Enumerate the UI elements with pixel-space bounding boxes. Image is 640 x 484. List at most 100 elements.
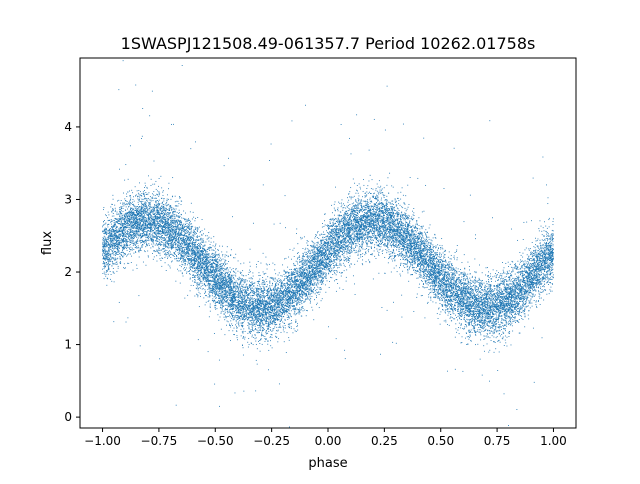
data-point — [114, 204, 116, 206]
data-point — [141, 218, 143, 220]
data-point — [241, 280, 243, 282]
data-point — [394, 234, 396, 236]
data-point — [366, 248, 367, 249]
data-point — [463, 290, 465, 292]
data-point — [434, 253, 436, 255]
data-point — [181, 263, 183, 265]
data-point — [502, 327, 504, 329]
data-point — [403, 218, 405, 220]
data-point — [521, 267, 523, 269]
data-point — [167, 219, 169, 221]
data-point — [296, 279, 298, 281]
data-point — [373, 203, 375, 205]
data-point — [140, 235, 142, 237]
data-point — [197, 287, 199, 289]
data-point — [527, 279, 528, 281]
data-point — [505, 321, 507, 323]
data-point — [359, 217, 360, 219]
data-point — [124, 204, 126, 206]
data-point — [462, 305, 464, 307]
data-point — [362, 223, 364, 225]
data-point — [326, 265, 328, 267]
data-point — [130, 239, 132, 241]
data-point — [216, 293, 218, 295]
data-point — [134, 242, 136, 244]
data-point — [428, 269, 430, 271]
data-point — [173, 237, 175, 239]
data-point — [451, 308, 453, 310]
data-point — [196, 269, 198, 271]
data-point — [268, 308, 269, 310]
data-point — [509, 312, 511, 313]
data-point — [128, 224, 130, 226]
data-point — [144, 190, 146, 191]
data-point — [185, 267, 187, 269]
data-point — [204, 293, 206, 294]
data-point — [131, 213, 133, 214]
data-point — [417, 235, 418, 237]
data-point — [201, 258, 203, 260]
data-point — [263, 290, 265, 291]
data-point — [107, 261, 109, 262]
data-point — [267, 317, 269, 319]
data-point — [289, 306, 291, 308]
data-point — [403, 256, 405, 258]
data-point — [234, 289, 236, 291]
data-point — [386, 208, 387, 210]
data-point — [532, 255, 534, 257]
data-point — [166, 202, 168, 204]
data-point — [494, 293, 496, 294]
data-point — [280, 331, 282, 333]
data-point — [371, 217, 373, 219]
data-point — [455, 323, 457, 325]
data-point — [551, 270, 553, 272]
data-point — [350, 243, 352, 245]
data-point — [421, 261, 423, 263]
data-point — [408, 245, 410, 247]
data-point — [296, 279, 298, 281]
data-point — [512, 311, 514, 313]
data-point — [292, 292, 294, 294]
data-point — [145, 211, 147, 213]
data-point — [214, 299, 216, 301]
data-point — [325, 245, 326, 247]
data-point — [115, 262, 117, 263]
data-point — [298, 294, 300, 296]
data-point — [186, 232, 188, 234]
data-point — [130, 203, 132, 205]
data-point — [387, 236, 389, 238]
data-point — [303, 262, 305, 264]
data-point — [508, 315, 510, 317]
data-point — [321, 246, 323, 248]
data-point — [462, 290, 464, 291]
data-point — [424, 268, 426, 270]
data-point — [145, 239, 147, 241]
data-point — [310, 263, 312, 265]
data-point — [227, 276, 229, 278]
data-point — [440, 291, 442, 293]
data-point — [438, 282, 440, 284]
data-point — [496, 286, 497, 288]
data-point — [407, 245, 409, 247]
data-point — [422, 248, 423, 250]
data-point — [164, 235, 166, 237]
data-point — [319, 253, 320, 255]
data-point — [354, 263, 356, 265]
data-point — [254, 334, 256, 335]
data-point — [318, 276, 320, 278]
data-point — [153, 209, 155, 211]
data-point — [138, 218, 140, 220]
data-point — [249, 310, 250, 312]
data-point — [463, 286, 465, 288]
data-point — [202, 284, 204, 286]
data-point — [250, 329, 252, 331]
data-point — [160, 237, 162, 239]
data-point — [514, 320, 516, 322]
data-point — [495, 313, 497, 315]
data-point — [346, 233, 348, 235]
data-point — [204, 245, 206, 247]
data-point — [391, 208, 393, 210]
data-point — [460, 292, 462, 294]
data-point — [418, 251, 420, 253]
data-point — [233, 282, 235, 284]
